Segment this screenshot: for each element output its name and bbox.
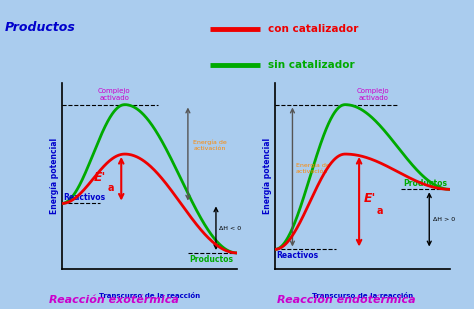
Text: a: a bbox=[377, 205, 383, 216]
Text: Reactivos: Reactivos bbox=[277, 251, 319, 260]
Text: E': E' bbox=[364, 192, 376, 205]
Text: Productos: Productos bbox=[5, 21, 76, 34]
Y-axis label: Energía potencial: Energía potencial bbox=[263, 138, 272, 214]
Text: Transcurso de la reacción: Transcurso de la reacción bbox=[99, 293, 200, 299]
Text: Reactivos: Reactivos bbox=[64, 193, 106, 202]
Text: Energía de
activación: Energía de activación bbox=[296, 163, 330, 174]
Text: a: a bbox=[108, 183, 114, 193]
Text: con catalizador: con catalizador bbox=[268, 23, 358, 34]
Text: Complejo
activado: Complejo activado bbox=[98, 88, 130, 101]
Text: Complejo
activado: Complejo activado bbox=[357, 88, 390, 101]
Text: Productos: Productos bbox=[403, 179, 447, 188]
Text: Reacción exotérmica: Reacción exotérmica bbox=[49, 295, 179, 305]
Text: E': E' bbox=[94, 171, 106, 184]
Text: Transcurso de la reacción: Transcurso de la reacción bbox=[312, 293, 413, 299]
Text: Energía de
activación: Energía de activación bbox=[193, 140, 227, 151]
Text: ΔH > 0: ΔH > 0 bbox=[433, 217, 455, 222]
Y-axis label: Energía potencial: Energía potencial bbox=[50, 138, 59, 214]
Text: Reacción endotérmica: Reacción endotérmica bbox=[277, 295, 415, 305]
Text: Productos: Productos bbox=[190, 255, 234, 264]
Text: sin catalizador: sin catalizador bbox=[268, 60, 355, 70]
Text: ΔH < 0: ΔH < 0 bbox=[219, 226, 242, 231]
